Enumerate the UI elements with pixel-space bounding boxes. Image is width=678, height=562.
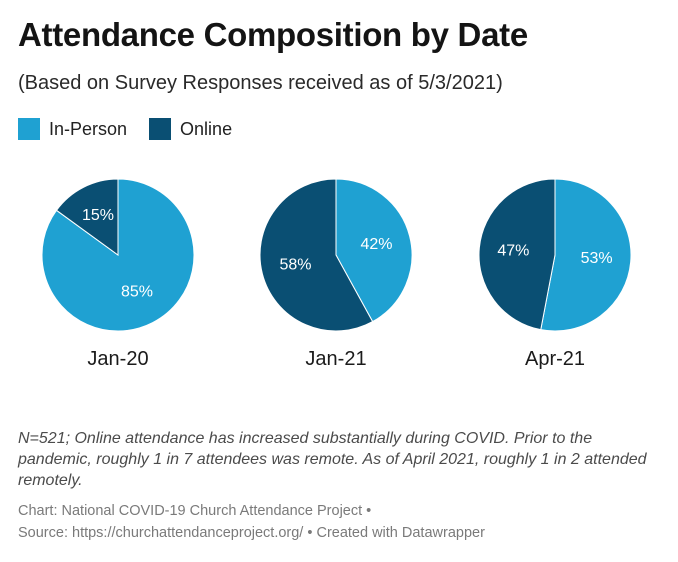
- legend-label-online: Online: [180, 118, 233, 139]
- pie-charts: 85% 15% Jan-20 42% 58% Jan-21 53% 47% Apr-21: [41, 178, 632, 370]
- pie-apr-21: 53% 47% Apr-21: [478, 178, 632, 370]
- legend-item-in-person: In-Person: [18, 118, 127, 140]
- source-line-2: Source: https://churchattendanceproject.…: [18, 525, 485, 541]
- legend: In-Person Online: [18, 117, 254, 141]
- slice-label-online-jan-21: 58%: [279, 257, 311, 274]
- legend-swatch-online: [149, 118, 172, 140]
- slice-label-online-apr-21: 47%: [497, 242, 529, 259]
- slice-in-person-jan-21: [335, 178, 413, 323]
- slice-in-person-apr-21: [540, 178, 632, 332]
- category-label-apr-21: Apr-21: [525, 348, 585, 370]
- legend-item-online: Online: [149, 118, 232, 140]
- chart-notes: N=521; Online attendance has increased s…: [18, 430, 647, 489]
- chart-title: Attendance Composition by Date: [18, 16, 528, 53]
- chart-source: Chart: National COVID-19 Church Attendan…: [18, 500, 485, 544]
- slice-label-in-person-jan-20: 85%: [121, 283, 153, 300]
- source-line-1: Chart: National COVID-19 Church Attendan…: [18, 503, 372, 519]
- slice-label-online-jan-20: 15%: [82, 207, 114, 224]
- legend-swatch-in-person: [18, 118, 40, 140]
- slice-label-in-person-apr-21: 53%: [581, 250, 613, 267]
- slice-online-jan-20: [55, 178, 119, 256]
- chart-subtitle: (Based on Survey Responses received as o…: [18, 72, 503, 94]
- slice-label-in-person-jan-21: 42%: [360, 236, 392, 253]
- category-label-jan-20: Jan-20: [87, 348, 148, 370]
- legend-label-in-person: In-Person: [49, 118, 128, 139]
- category-label-jan-21: Jan-21: [305, 348, 366, 370]
- pie-jan-21: 42% 58% Jan-21: [259, 178, 413, 370]
- slice-online-apr-21: [478, 178, 556, 331]
- pie-jan-20: 85% 15% Jan-20: [41, 178, 195, 370]
- slice-online-jan-21: [259, 178, 374, 332]
